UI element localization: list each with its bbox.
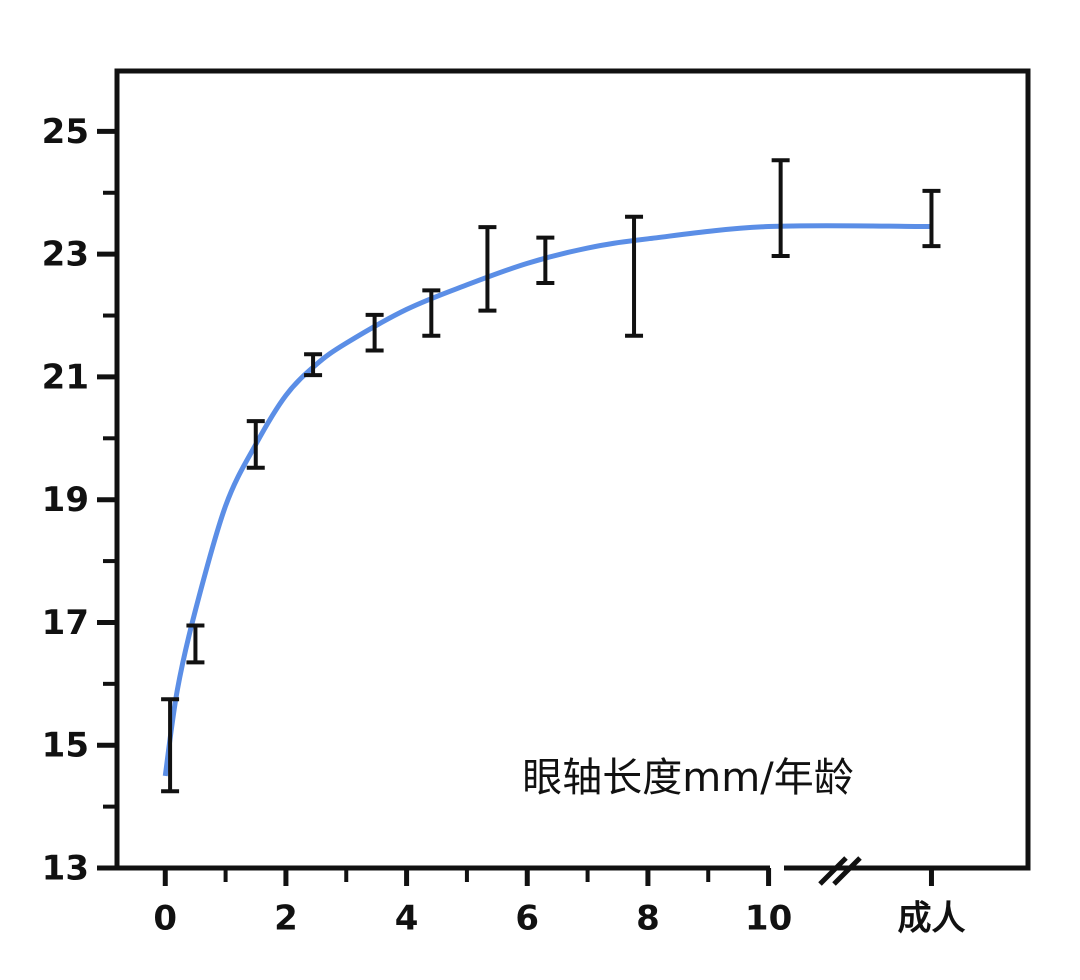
y-tick-label: 21 (42, 357, 89, 397)
axis-break-mark (818, 856, 862, 886)
x-tick-label: 4 (395, 899, 419, 939)
error-bar (161, 697, 180, 794)
y-tick-label: 13 (42, 849, 89, 889)
y-tick-label: 19 (42, 480, 89, 520)
error-bar (536, 235, 555, 286)
error-bar (365, 312, 384, 353)
y-tick-label: 17 (42, 603, 89, 643)
error-bar (304, 352, 323, 378)
plot-frame (114, 68, 1031, 871)
error-bar (422, 288, 441, 338)
error-bar (478, 225, 497, 313)
x-tick-label: 6 (515, 899, 539, 939)
annotation: 眼轴长度mm/年龄 (522, 755, 853, 801)
fit-line (162, 223, 932, 777)
axis-break-gap (770, 860, 784, 874)
x-tick-label: 2 (274, 899, 298, 939)
x-tick-label: 成人 (897, 899, 965, 939)
error-bar (246, 419, 265, 470)
error-bar (625, 214, 644, 338)
y-tick-label: 15 (42, 726, 89, 766)
y-tick-label: 23 (42, 235, 89, 275)
error-bar (771, 158, 790, 258)
y-tick-label: 25 (42, 112, 89, 152)
x-tick-label: 8 (636, 899, 660, 939)
error-bar (922, 188, 941, 249)
x-tick-label: 10 (745, 899, 792, 939)
error-bar (186, 623, 205, 665)
x-tick-label: 0 (153, 899, 177, 939)
